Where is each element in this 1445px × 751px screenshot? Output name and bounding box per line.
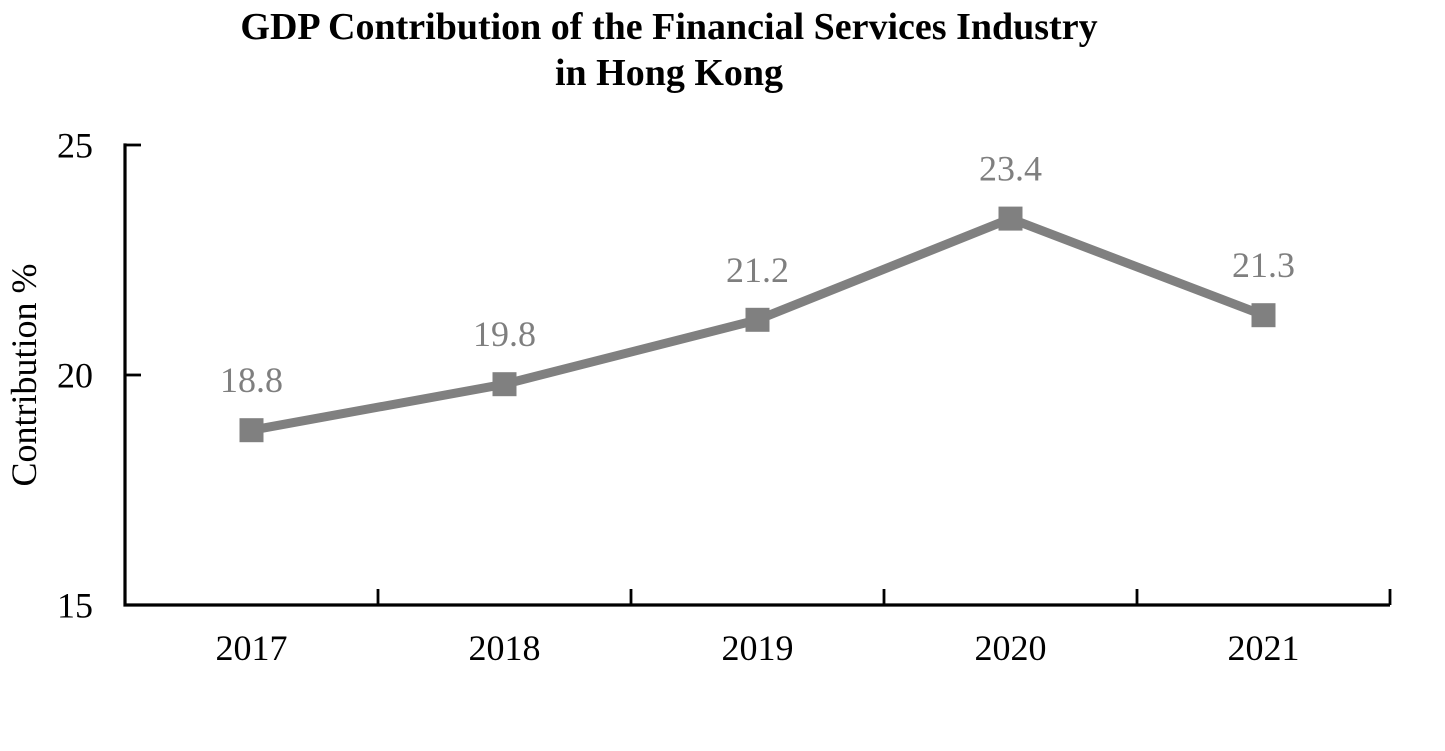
chart-title: GDP Contribution of the Financial Servic… [0, 4, 1338, 96]
data-point-label: 21.2 [726, 250, 789, 290]
data-point-marker [998, 206, 1023, 231]
chart-title-line2: in Hong Kong [554, 52, 784, 94]
data-point-label: 23.4 [979, 149, 1042, 189]
y-tick-label: 15 [57, 586, 93, 626]
data-point-label: 19.8 [473, 314, 536, 354]
axis-lines [123, 143, 1390, 607]
data-point-marker [745, 307, 770, 332]
chart-title-line1: GDP Contribution of the Financial Servic… [240, 6, 1098, 48]
x-tick-label: 2017 [216, 628, 288, 668]
data-point-label: 21.3 [1232, 245, 1295, 285]
x-tick-label: 2021 [1228, 628, 1300, 668]
data-point-marker [492, 372, 517, 397]
y-tick-label: 25 [57, 126, 93, 166]
x-tick-label: 2018 [469, 628, 541, 668]
data-point-marker [239, 418, 264, 443]
x-tick-label: 2019 [722, 628, 794, 668]
data-point-marker [1251, 303, 1276, 328]
x-tick-label: 2020 [975, 628, 1047, 668]
data-point-label: 18.8 [220, 360, 283, 400]
y-tick-label: 20 [57, 356, 93, 396]
